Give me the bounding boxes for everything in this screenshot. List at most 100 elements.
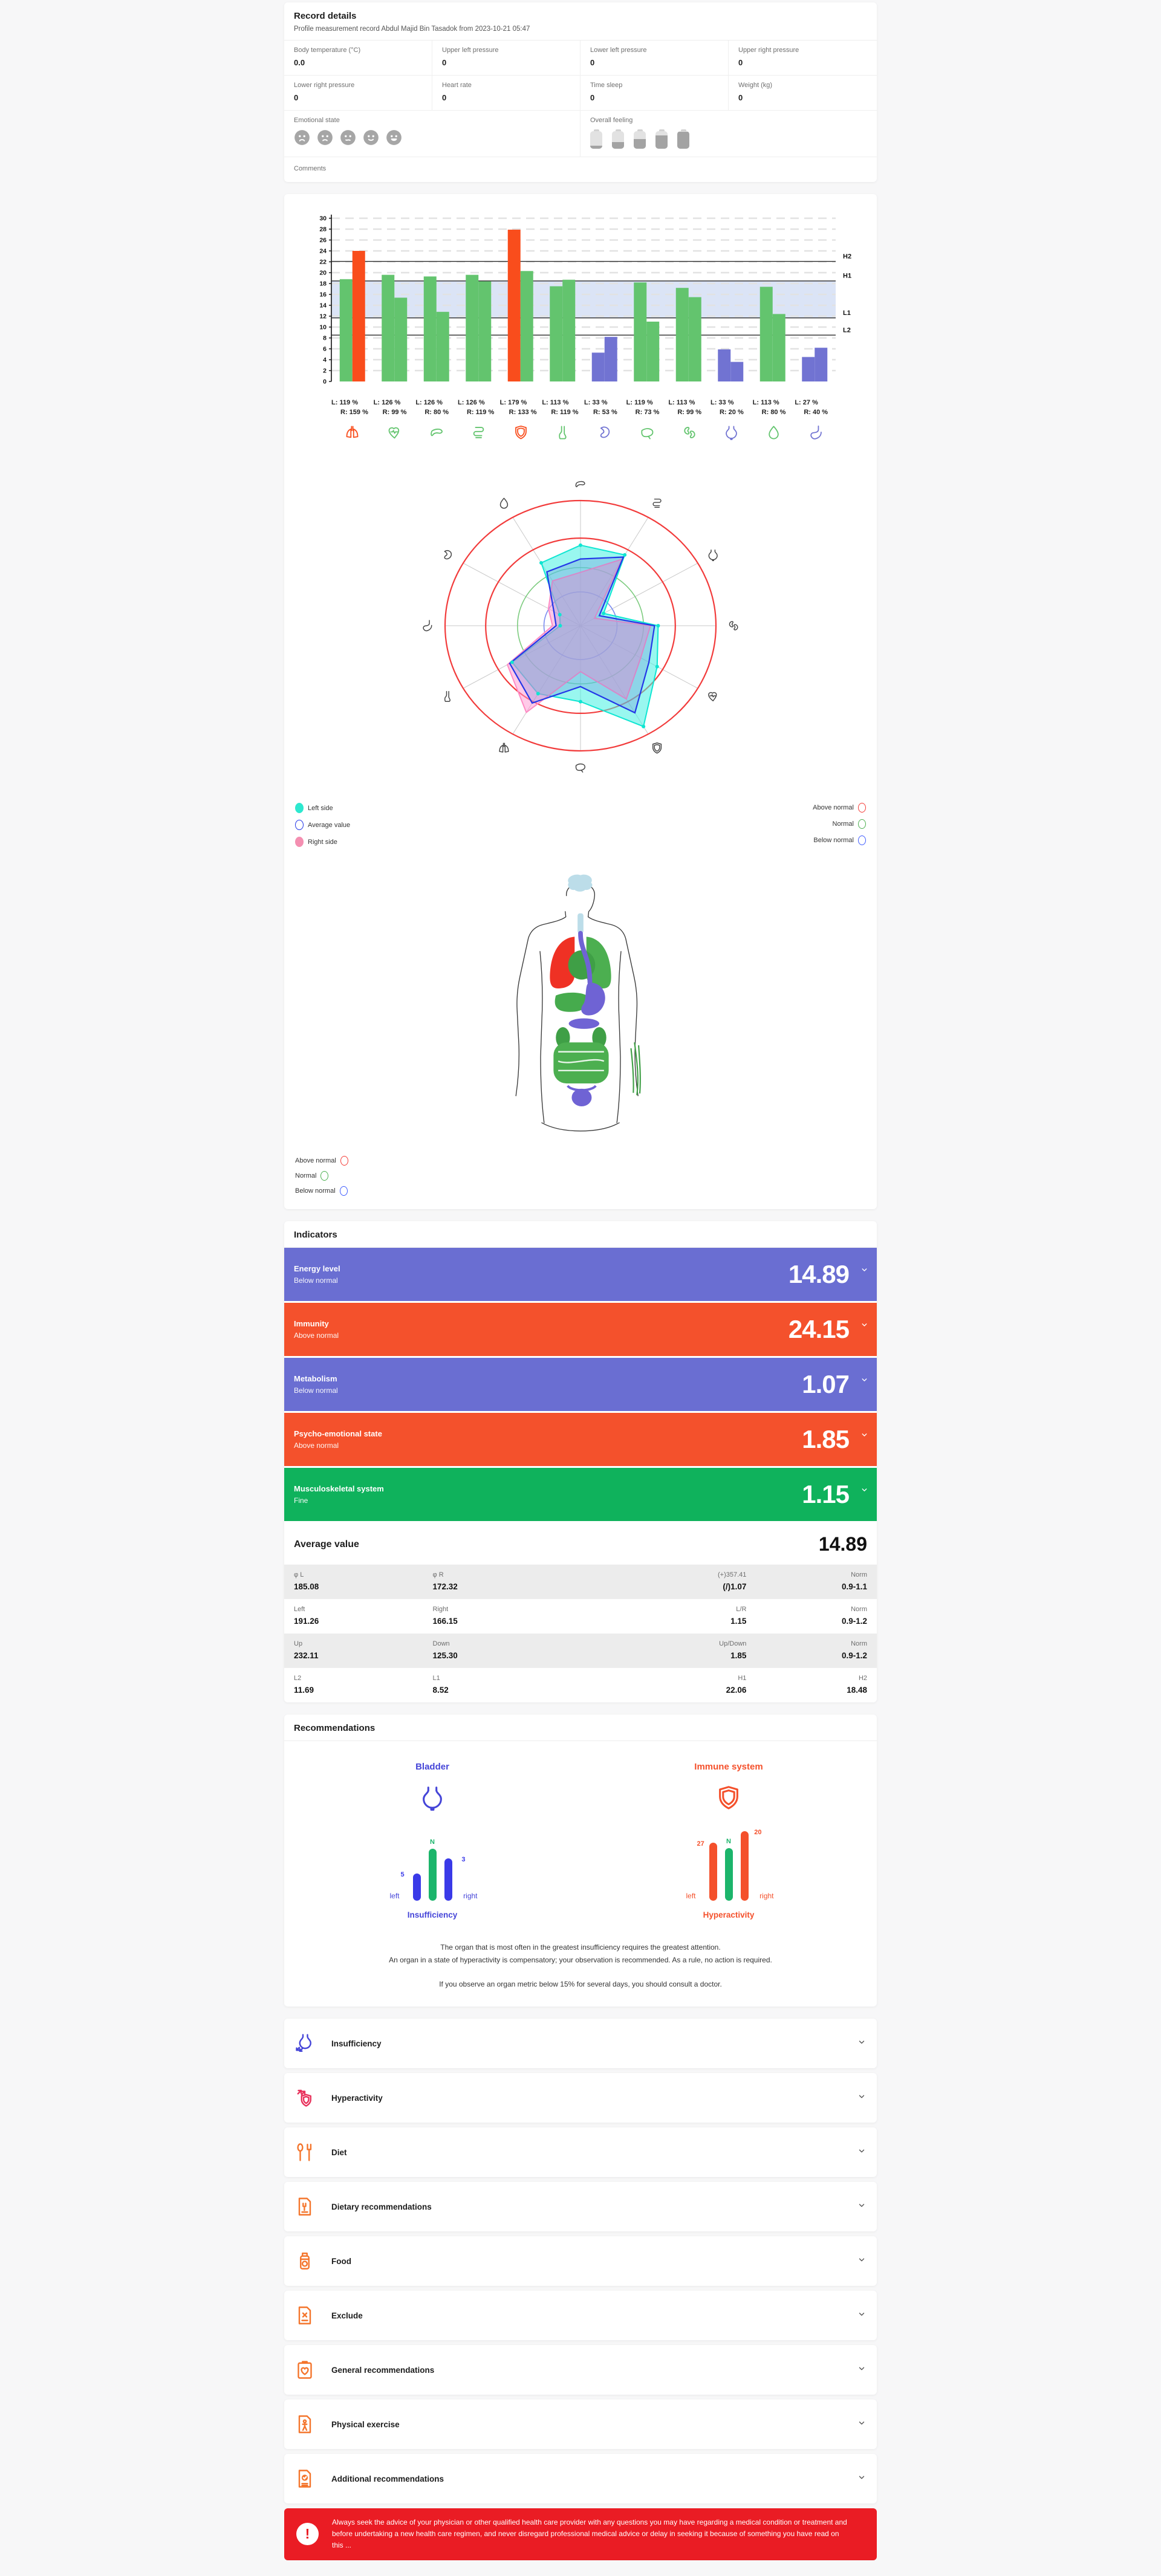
face-sad-icon[interactable]: [317, 129, 333, 146]
record-field-4[interactable]: Lower right pressure 0: [284, 76, 432, 111]
organ-bar-chart: 0 2 4 6 8 10 12 14 16 18 20 22 24 26 28 30 H2 H1 L1 L2: [293, 211, 868, 397]
svg-text:L2: L2: [843, 326, 851, 334]
alert-icon: !: [296, 2523, 319, 2546]
body-diagram-wrap: [284, 865, 877, 1152]
organ-bar-chart-block: 0 2 4 6 8 10 12 14 16 18 20 22 24 26 28 30 H2 H1 L1 L2 L: 1…: [284, 194, 877, 446]
face-happy-icon[interactable]: [386, 129, 402, 146]
recommendations-card: Recommendations Bladder left 5 N 3 right Insuf…: [284, 1715, 877, 2007]
indicator-status: Above normal: [294, 1441, 339, 1450]
record-field-3[interactable]: Upper right pressure 0: [729, 41, 877, 76]
battery-level-3-icon[interactable]: [634, 129, 646, 149]
chevron-down-icon: [859, 2367, 865, 2370]
indicator-row-metabolism[interactable]: Metabolism Below normal 1.07: [284, 1358, 877, 1411]
record-field-label: Body temperature (°C): [294, 47, 361, 54]
accordion-insufficiency[interactable]: Insufficiency: [284, 2019, 877, 2068]
accordion-label: Exclude: [331, 2311, 363, 2320]
indicator-row-immunity[interactable]: Immunity Above normal 24.15: [284, 1303, 877, 1356]
radar-legend-series: Left side Average value Right side: [295, 803, 350, 847]
battery-level-2-icon[interactable]: [612, 129, 624, 149]
accordion-food[interactable]: Food: [284, 2236, 877, 2286]
record-field-2[interactable]: Lower left pressure 0: [580, 41, 729, 76]
battery-level-1-icon[interactable]: [590, 129, 602, 149]
svg-text:12: 12: [319, 313, 327, 320]
battery-level-4-icon[interactable]: [655, 129, 668, 149]
organ-lr-label: L: 179 % R: 133 %: [499, 399, 537, 416]
average-value-label: Average value: [294, 1539, 359, 1549]
organ-bar-chart-icons: [331, 424, 837, 441]
chevron-down-icon: [859, 2476, 865, 2479]
accordion-exclude[interactable]: Exclude: [284, 2291, 877, 2340]
indicator-row-musculoskeletal-system[interactable]: Musculoskeletal system Fine 1.15: [284, 1468, 877, 1521]
organ-bar-chart-labels: L: 119 % R: 159 % L: 126 % R: 99 % L: 126 % R…: [331, 399, 837, 416]
record-details-header: Record details Profile measurement recor…: [284, 2, 877, 41]
chevron-down-icon: [859, 2149, 865, 2152]
svg-text:26: 26: [319, 237, 327, 244]
svg-text:8: 8: [323, 335, 327, 342]
recommendation-panels: Bladder left 5 N 3 right Insufficiency Immune s…: [284, 1741, 877, 1923]
accordion-label: General recommendations: [331, 2365, 435, 2375]
accordion-additional-recommendations[interactable]: Additional recommendations: [284, 2454, 877, 2503]
organ-panel-immune-system: Immune system left 27 N 20 right Hyperactivity: [580, 1762, 877, 1919]
chevron-down-icon: [859, 2040, 865, 2043]
food-icon: [300, 2253, 310, 2269]
emotional-state-rating[interactable]: [294, 129, 570, 146]
general-icon: [298, 2361, 312, 2379]
record-field-5[interactable]: Heart rate 0: [432, 76, 580, 111]
svg-text:20: 20: [319, 270, 327, 277]
legend-item: Below normal: [813, 835, 866, 845]
accordion-general-recommendations[interactable]: General recommendations: [284, 2345, 877, 2395]
indicators-title: Indicators: [294, 1230, 337, 1240]
table-cell: H2 18.48: [847, 1675, 867, 1695]
record-field-7[interactable]: Weight (kg) 0: [729, 76, 877, 111]
organ-lr-label: L: 119 % R: 159 %: [331, 399, 368, 416]
organ-lr-label: L: 126 % R: 80 %: [415, 399, 449, 416]
accordion-dietary-recommendations[interactable]: Dietary recommendations: [284, 2182, 877, 2231]
throat-icon: [559, 426, 567, 440]
gallbladder-icon: [769, 426, 779, 440]
indicator-row-psycho-emotional-state[interactable]: Psycho-emotional state Above normal 1.85: [284, 1413, 877, 1466]
record-field-value: 0: [590, 93, 595, 102]
chevron-down-icon: [859, 2204, 865, 2207]
record-state-row: Emotional state Overall feeling: [284, 111, 877, 157]
indicator-label: Energy level: [294, 1264, 340, 1273]
comments-field[interactable]: Comments: [294, 165, 327, 172]
record-field-label: Lower left pressure: [590, 47, 647, 54]
exclude-icon: [298, 2306, 311, 2325]
immune-system-icon: [515, 425, 527, 440]
face-very-sad-icon[interactable]: [294, 129, 310, 146]
face-neutral-icon[interactable]: [340, 129, 356, 146]
legend-chip-icon: [295, 820, 304, 830]
accordion-diet[interactable]: Diet: [284, 2127, 877, 2177]
table-cell: Norm 0.9-1.1: [841, 1571, 867, 1591]
intestine-icon: [473, 427, 484, 438]
legend-item: Normal: [833, 819, 866, 829]
legend-ring-icon: [340, 1156, 348, 1166]
legend-item: Below normal: [295, 1186, 348, 1196]
record-field-0[interactable]: Body temperature (°C) 0.0: [284, 41, 432, 76]
chevron-down-icon: [862, 1433, 867, 1436]
record-field-6[interactable]: Time sleep 0: [580, 76, 729, 111]
table-row: Left 191.26 Right 166.15 L/R 1.15 Norm 0.9-1.2: [284, 1599, 877, 1634]
svg-text:6: 6: [323, 346, 327, 353]
record-field-label: Lower right pressure: [294, 82, 355, 89]
svg-text:16: 16: [319, 291, 327, 299]
legend-item: Average value: [295, 820, 350, 830]
overall-feeling-rating[interactable]: [590, 129, 867, 149]
recommendation-notes: The organ that is most often in the grea…: [314, 1941, 847, 1991]
mini-bar: 20: [740, 1829, 762, 1901]
accordion-hyperactivity[interactable]: Hyperactivity: [284, 2073, 877, 2123]
organ-lr-label: L: 33 % R: 53 %: [584, 399, 617, 416]
face-smile-icon[interactable]: [363, 129, 379, 146]
accordion-physical-exercise[interactable]: Physical exercise: [284, 2399, 877, 2449]
svg-text:14: 14: [319, 302, 327, 310]
record-details-card: Record details Profile measurement recor…: [284, 2, 877, 182]
battery-level-5-icon[interactable]: [677, 129, 689, 149]
legend-ring-icon: [858, 835, 866, 845]
note-line-1: The organ that is most often in the grea…: [440, 1943, 721, 1951]
table-cell: L1 8.52: [432, 1675, 449, 1695]
insufficiency-icon: [296, 2034, 311, 2052]
record-field-1[interactable]: Upper left pressure 0: [432, 41, 580, 76]
indicator-row-energy-level[interactable]: Energy level Below normal 14.89: [284, 1248, 877, 1301]
chevron-down-icon: [862, 1378, 867, 1381]
mini-bar: 5: [401, 1871, 421, 1901]
